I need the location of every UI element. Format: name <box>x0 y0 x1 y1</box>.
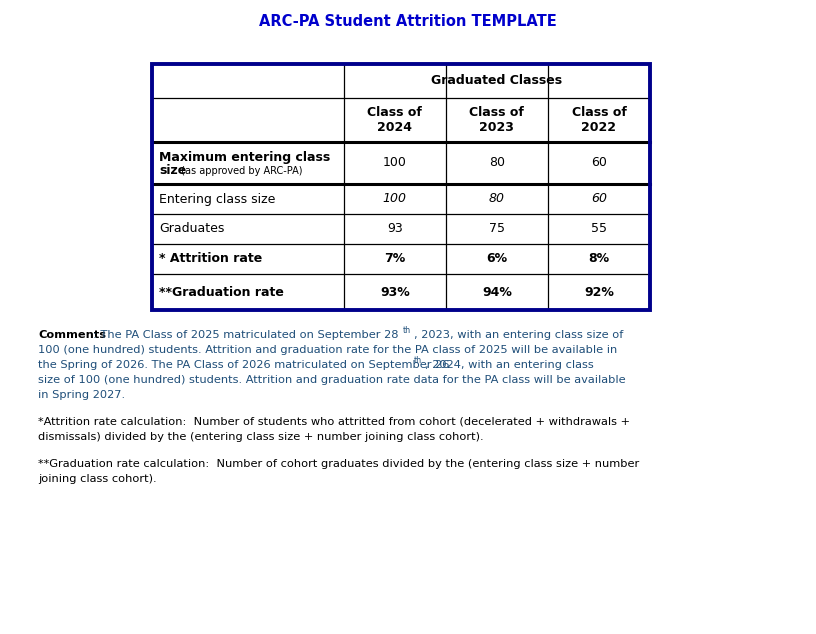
Text: 7%: 7% <box>384 252 406 266</box>
Text: 93%: 93% <box>380 285 410 299</box>
Text: 100: 100 <box>383 193 406 205</box>
Text: 94%: 94% <box>482 285 512 299</box>
Text: the Spring of 2026. The PA Class of 2026 matriculated on September 26: the Spring of 2026. The PA Class of 2026… <box>38 360 450 370</box>
Text: joining class cohort).: joining class cohort). <box>38 474 157 484</box>
Text: 100: 100 <box>383 157 406 169</box>
Text: : The PA Class of 2025 matriculated on September 28: : The PA Class of 2025 matriculated on S… <box>93 330 398 340</box>
Text: 92%: 92% <box>584 285 614 299</box>
Text: 80: 80 <box>489 157 505 169</box>
Text: Class of
2023: Class of 2023 <box>469 106 525 134</box>
Text: Graduates: Graduates <box>159 223 224 235</box>
Text: in Spring 2027.: in Spring 2027. <box>38 390 125 400</box>
Text: Comments: Comments <box>38 330 106 340</box>
Text: , 2024, with an entering class: , 2024, with an entering class <box>425 360 594 370</box>
Text: 8%: 8% <box>588 252 610 266</box>
Text: 93: 93 <box>387 223 402 235</box>
Text: 6%: 6% <box>486 252 508 266</box>
Text: dismissals) divided by the (entering class size + number joining class cohort).: dismissals) divided by the (entering cla… <box>38 432 484 442</box>
Text: th: th <box>414 356 422 365</box>
Text: Entering class size: Entering class size <box>159 193 275 205</box>
Text: 55: 55 <box>591 223 607 235</box>
Text: 60: 60 <box>591 193 607 205</box>
Text: *Attrition rate calculation:  Number of students who attritted from cohort (dece: *Attrition rate calculation: Number of s… <box>38 417 630 427</box>
Text: Graduated Classes: Graduated Classes <box>432 75 562 87</box>
Text: **Graduation rate calculation:  Number of cohort graduates divided by the (enter: **Graduation rate calculation: Number of… <box>38 459 639 469</box>
Text: Class of
2022: Class of 2022 <box>571 106 627 134</box>
Text: Class of
2024: Class of 2024 <box>367 106 422 134</box>
Text: size: size <box>159 164 186 178</box>
Text: ARC-PA Student Attrition TEMPLATE: ARC-PA Student Attrition TEMPLATE <box>259 14 557 29</box>
Text: 60: 60 <box>591 157 607 169</box>
Text: (as approved by ARC-PA): (as approved by ARC-PA) <box>178 166 303 176</box>
Text: * Attrition rate: * Attrition rate <box>159 252 262 266</box>
Text: 75: 75 <box>489 223 505 235</box>
Text: 100 (one hundred) students. Attrition and graduation rate for the PA class of 20: 100 (one hundred) students. Attrition an… <box>38 345 617 355</box>
Text: th: th <box>403 326 411 335</box>
Bar <box>152 64 650 310</box>
Text: Maximum entering class: Maximum entering class <box>159 150 330 164</box>
Text: **Graduation rate: **Graduation rate <box>159 285 284 299</box>
Text: , 2023, with an entering class size of: , 2023, with an entering class size of <box>414 330 623 340</box>
Text: 80: 80 <box>489 193 505 205</box>
Text: size of 100 (one hundred) students. Attrition and graduation rate data for the P: size of 100 (one hundred) students. Attr… <box>38 375 626 385</box>
